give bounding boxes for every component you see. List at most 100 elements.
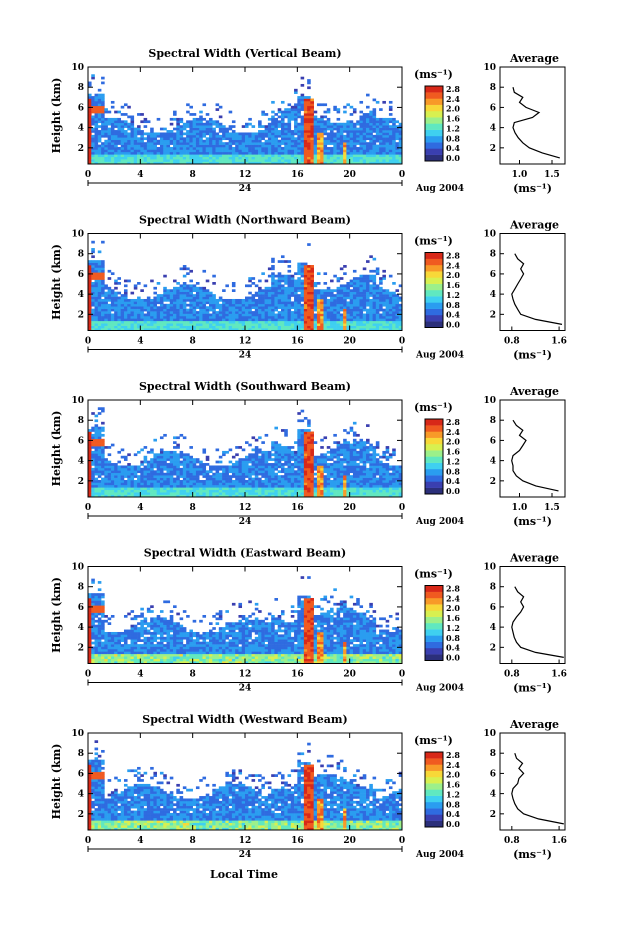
heatmap-cell [101,284,105,288]
heatmap-cell [379,298,383,302]
heatmap-cell [366,277,370,280]
heatmap-cell [222,301,226,305]
heatmap-cell [117,460,122,464]
heatmap-cell [173,154,177,158]
heatmap-cell [209,306,213,309]
heatmap-cell [169,301,174,305]
heatmap-cell [192,289,197,292]
heatmap-cell [277,132,282,136]
heatmap-cell [245,149,249,153]
heatmap-cell [202,492,207,495]
heatmap-cell [173,291,177,295]
heatmap-cell [107,149,112,153]
heatmap-cell [261,130,265,133]
heatmap-cell [107,465,112,469]
heatmap-cell [267,139,272,143]
heatmap-cell [290,139,295,143]
heatmap-cell [101,144,105,148]
heatmap-cell [254,463,259,466]
heatmap-cell [274,147,279,150]
heatmap-cell [189,291,193,295]
heatmap-cell [195,494,200,498]
heatmap-cell [248,325,252,329]
heatmap-cell [97,441,102,444]
heatmap-cell [166,458,171,461]
heatmap-cell [94,494,99,498]
heatmap-cell [94,279,99,283]
heatmap-cell [356,127,360,131]
heatmap-cell [297,98,301,102]
heatmap-cell [114,306,118,309]
heatmap-cell [120,159,125,162]
heatmap-cell [264,125,269,128]
heatmap-cell [107,151,112,155]
heatmap-cell [101,269,105,273]
heatmap-cell [195,296,200,300]
heatmap-cells [88,74,403,165]
heatmap-cell [88,298,92,302]
heatmap-cell [264,320,269,324]
heatmap-cell [101,318,105,322]
heatmap-cell [150,137,154,141]
heatmap-cell [258,308,262,312]
heatmap-cell [199,127,203,131]
heatmap-cell [248,315,252,319]
heatmap-cell [222,147,226,150]
heatmap-cell [199,110,203,114]
heatmap-cell [186,151,190,155]
heatmap-cell [173,149,177,153]
heatmap-cell [366,320,370,324]
heatmap-cell [222,315,226,319]
heatmap-cell [130,151,135,155]
heatmap-cell [143,484,148,488]
heatmap-cell [91,320,95,324]
heatmap-cell [166,477,171,481]
heatmap-cell [369,120,373,124]
heatmap-cell [330,320,334,324]
heatmap-cell [150,492,154,495]
heatmap-cells [88,240,403,331]
heatmap-cell [97,279,102,283]
heatmap-cell [169,460,174,464]
heatmap-cell [231,323,236,326]
heatmap-cell [303,282,308,285]
heatmap-cell [284,482,288,486]
heatmap-cell [349,308,354,312]
heatmap-cell [346,311,350,314]
heatmap-cell [104,323,108,326]
heatmap-cell [146,482,151,486]
heatmap-cell [300,105,305,109]
heatmap-cell [231,487,236,491]
heatmap-cell [146,149,151,153]
heatmap-cell [254,480,259,483]
heatmap-cell [362,301,367,305]
heatmap-cell [212,320,216,324]
heatmap-cell [133,308,138,312]
heatmap-cell [199,487,203,491]
heatmap-cell [218,142,223,145]
heatmap-cell [218,484,223,488]
heatmap-cell [343,142,347,145]
heatmap-cell [173,117,177,121]
heatmap-cell [290,117,295,121]
heatmap-cell [362,279,367,283]
heatmap-cell [294,489,298,493]
heatmap-cell [352,284,357,288]
heatmap-cell [212,130,216,133]
heatmap-cell [163,127,167,131]
heatmap-cell [212,306,216,309]
heatmap-cell [349,325,354,329]
heatmap-cell [264,308,269,312]
heatmap-cell [294,284,298,288]
heatmap-cell [133,325,138,329]
heatmap-cell [310,272,314,276]
heatmap-cell [245,328,249,331]
heatmap-cell [186,492,190,495]
heatmap-cell [267,301,272,305]
heatmap-cell [258,142,262,145]
heatmap-cell [398,308,403,312]
heatmap-cell [294,494,298,498]
heatmap-cell [218,455,223,459]
heatmap-cell [169,323,174,326]
heatmap-cell [297,159,301,162]
